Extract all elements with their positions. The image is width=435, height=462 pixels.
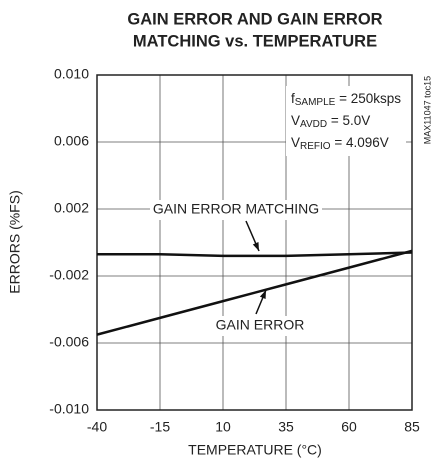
x-tick-label: 85 — [404, 419, 420, 435]
condition-subscript: AVDD — [300, 119, 327, 130]
y-tick-label: -0.010 — [49, 401, 89, 417]
data-line — [96, 249, 413, 336]
y-axis-label: ERRORS (%FS) — [7, 190, 23, 293]
side-label: MAX11047 toc15 — [422, 76, 432, 144]
condition: fSAMPLE = 250ksps — [291, 91, 401, 108]
x-tick-label: -40 — [87, 419, 107, 435]
condition-text: = 250ksps — [335, 91, 401, 106]
condition-subscript: REFIO — [300, 141, 331, 152]
x-tick-label: -15 — [150, 419, 170, 435]
x-axis-label: TEMPERATURE (°C) — [188, 442, 322, 458]
condition: VAVDD = 5.0V — [291, 113, 370, 130]
y-tick-label: 0.002 — [54, 200, 89, 216]
y-tick-label: -0.006 — [49, 334, 89, 350]
x-tick-label: 35 — [278, 419, 294, 435]
chart-title: GAIN ERROR AND GAIN ERROR — [127, 10, 382, 28]
y-tick-label: 0.010 — [54, 66, 89, 82]
condition-symbol: V — [291, 113, 300, 128]
plot-frame — [96, 74, 413, 411]
series-annotation: GAIN ERROR — [216, 317, 305, 333]
annotation-background — [150, 200, 322, 220]
annotation-background — [210, 316, 310, 336]
x-tick-label: 60 — [341, 419, 357, 435]
condition-subscript: SAMPLE — [295, 97, 336, 108]
arrow-head — [259, 290, 266, 299]
conditions-background — [286, 86, 406, 156]
arrow-head — [252, 242, 259, 251]
condition: VREFIO = 4.096V — [291, 135, 389, 152]
condition-symbol: f — [291, 91, 295, 106]
condition-text: = 5.0V — [327, 113, 370, 128]
condition-text: = 4.096V — [331, 135, 389, 150]
condition-symbol: V — [291, 135, 300, 150]
y-tick-label: 0.006 — [54, 133, 89, 149]
y-tick-label: -0.002 — [49, 267, 89, 283]
chart-title: MATCHING vs. TEMPERATURE — [133, 32, 377, 50]
series-annotation: GAIN ERROR MATCHING — [153, 201, 319, 217]
data-line — [97, 251, 413, 258]
x-tick-label: 10 — [215, 419, 231, 435]
